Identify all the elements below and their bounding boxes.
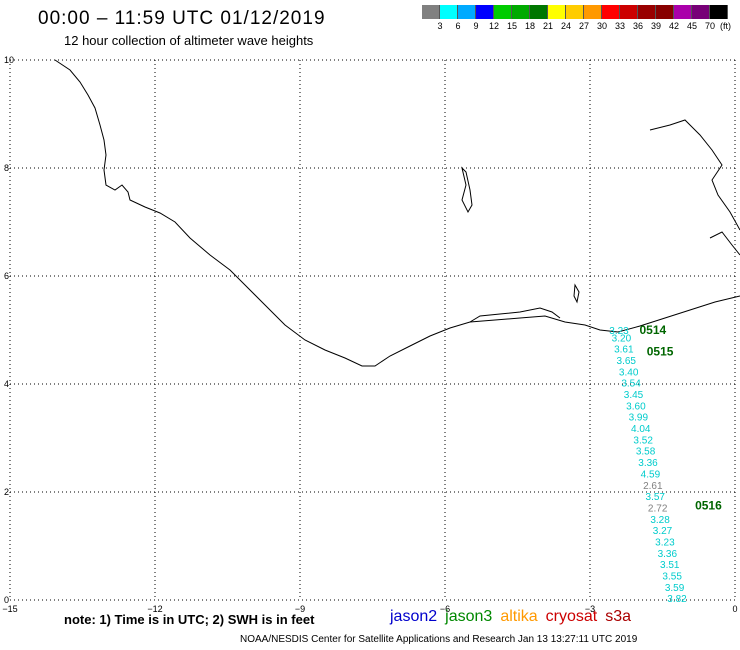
wave-height-label: 3.20: [612, 333, 632, 344]
color-swatch-13: [656, 5, 674, 19]
wave-height-label: 3.59: [665, 583, 685, 594]
y-tick-label: 2: [4, 487, 9, 497]
color-tick-2: 9: [473, 21, 479, 31]
credit-line: NOAA/NESDIS Center for Satellite Applica…: [240, 634, 638, 645]
color-swatch-11: [620, 5, 638, 19]
color-swatch-0: [422, 5, 440, 19]
wave-height-label: 4.59: [641, 469, 661, 480]
wave-height-label: 3.36: [658, 549, 678, 560]
color-tick-9: 30: [596, 21, 607, 31]
color-tick-15: 70: [704, 21, 715, 31]
x-tick-label: −15: [2, 604, 17, 614]
wave-height-label: 3.27: [653, 526, 673, 537]
wave-height-label: 3.99: [629, 413, 649, 424]
color-tick-0: 3: [437, 21, 443, 31]
wave-height-label: 3.28: [650, 515, 670, 526]
pass-time-label: 0516: [695, 498, 722, 512]
y-tick-label: 4: [4, 379, 9, 389]
coastline-ne: [649, 119, 740, 231]
graticule: [9, 59, 736, 601]
x-axis-labels: −15 −12 −9 −6 −3 0: [2, 604, 737, 614]
coastline-bight: [469, 307, 561, 323]
satellite-legend: jason2 jason3 altika cryosat s3a: [390, 608, 631, 626]
color-tick-14: 45: [686, 21, 697, 31]
color-tick-7: 24: [560, 21, 571, 31]
pass-time-label: 0514: [639, 323, 666, 337]
pass-time-labels: 0514 0515 0516: [639, 323, 722, 513]
legend-altika: altika: [500, 608, 538, 625]
map-title: 00:00 – 11:59 UTC 01/12/2019: [38, 8, 326, 29]
color-swatch-12: [638, 5, 656, 19]
legend-jason2: jason2: [390, 608, 438, 625]
color-swatch-14: [674, 5, 692, 19]
x-tick-label: 0: [732, 604, 737, 614]
island-small: [573, 283, 580, 304]
wave-height-label: 4.04: [631, 424, 651, 435]
color-tick-10: 33: [614, 21, 625, 31]
wave-height-label: 3.58: [636, 447, 656, 458]
color-tick-11: 36: [632, 21, 643, 31]
color-tick-3: 12: [488, 21, 499, 31]
color-unit: (ft): [720, 21, 731, 31]
wave-height-label: 3.82: [667, 594, 687, 605]
coastline: [54, 59, 740, 367]
color-swatch-16: [710, 5, 728, 19]
color-tick-13: 42: [668, 21, 679, 31]
y-axis-labels: 0 2 4 6 8 10: [4, 55, 14, 605]
note: note: 1) Time is in UTC; 2) SWH is in fe…: [64, 612, 315, 627]
color-swatch-5: [512, 5, 530, 19]
color-swatch-3: [476, 5, 494, 19]
wave-height-label: 3.52: [633, 435, 653, 446]
color-tick-6: 21: [542, 21, 553, 31]
legend-jason3: jason3: [445, 608, 493, 625]
wave-height-label: 2.72: [648, 503, 668, 514]
color-tick-5: 18: [524, 21, 535, 31]
y-tick-label: 0: [4, 595, 9, 605]
wave-height-label: 3.54: [621, 379, 641, 390]
color-tick-12: 39: [650, 21, 661, 31]
wave-height-label: 3.45: [624, 390, 644, 401]
wave-height-label: 3.23: [609, 326, 629, 337]
x-tick-label: −9: [295, 604, 305, 614]
y-tick-label: 8: [4, 163, 9, 173]
wave-height-label: 3.57: [646, 492, 666, 503]
color-scale: [422, 5, 728, 19]
wave-height-label: 3.51: [660, 560, 680, 571]
wave-height-label: 3.40: [619, 367, 639, 378]
color-swatch-9: [584, 5, 602, 19]
x-tick-label: −12: [147, 604, 162, 614]
color-swatch-15: [692, 5, 710, 19]
color-swatch-10: [602, 5, 620, 19]
wave-height-label: 3.55: [662, 571, 682, 582]
y-tick-label: 10: [4, 55, 14, 65]
color-scale-ticks: 3 6 9 12 15 18 21 24 27 30 33 36 39 42 45 70 (ft): [422, 21, 731, 31]
wave-height-label: 2.61: [643, 481, 663, 492]
color-swatch-1: [440, 5, 458, 19]
color-tick-4: 15: [506, 21, 517, 31]
wave-height-label: 3.23: [655, 537, 675, 548]
color-swatch-6: [530, 5, 548, 19]
x-tick-label: −3: [585, 604, 595, 614]
pass-time-label: 0515: [647, 344, 674, 358]
coastline-main: [54, 59, 740, 367]
wave-height-points: 3.233.203.613.653.403.543.453.603.994.04…: [609, 326, 687, 605]
x-tick-label: −6: [440, 604, 450, 614]
legend-s3a: s3a: [605, 608, 632, 625]
wave-height-label: 3.65: [617, 356, 637, 367]
legend-cryosat: cryosat: [545, 608, 598, 625]
wave-height-label: 3.60: [626, 401, 646, 412]
color-tick-8: 27: [578, 21, 589, 31]
color-swatch-4: [494, 5, 512, 19]
color-swatch-7: [548, 5, 566, 19]
map-subtitle: 12 hour collection of altimeter wave hei…: [64, 33, 314, 48]
color-swatch-8: [566, 5, 584, 19]
color-tick-1: 6: [455, 21, 461, 31]
y-tick-label: 6: [4, 271, 9, 281]
wave-height-label: 3.61: [614, 345, 634, 356]
color-swatch-2: [458, 5, 476, 19]
wave-height-label: 3.36: [638, 458, 658, 469]
island-north: [461, 166, 473, 214]
coastline-east-edge: [709, 231, 740, 256]
